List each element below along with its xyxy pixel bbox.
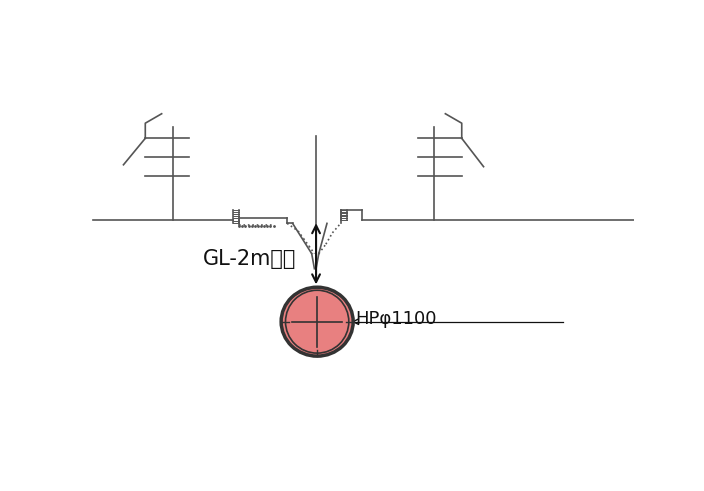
Text: HPφ1100: HPφ1100 [356, 309, 437, 327]
Text: GL-2m以下: GL-2m以下 [203, 249, 296, 269]
Ellipse shape [281, 287, 353, 356]
Ellipse shape [286, 290, 348, 353]
